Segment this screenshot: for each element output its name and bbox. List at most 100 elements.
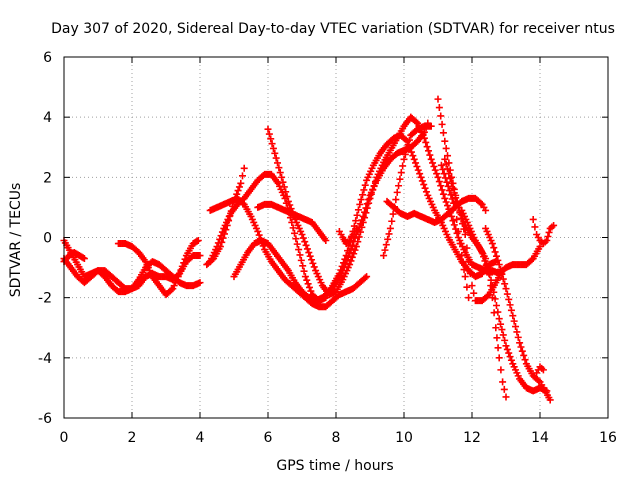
x-tick-label: 6 [264, 430, 273, 446]
data-point [276, 169, 284, 177]
data-point [439, 129, 447, 137]
data-point [304, 280, 312, 288]
data-point [235, 183, 243, 191]
data-point [397, 169, 405, 177]
data-point [405, 136, 413, 144]
data-point [448, 173, 456, 181]
data-point [361, 274, 369, 282]
data-point [309, 259, 317, 267]
data-point [437, 161, 445, 169]
data-point [421, 184, 429, 192]
data-point [322, 237, 330, 245]
data-point [382, 241, 390, 249]
data-series [60, 249, 88, 266]
data-point [354, 238, 362, 246]
data-series [533, 363, 547, 377]
data-point [369, 186, 377, 194]
data-series [114, 240, 204, 299]
data-series [254, 200, 330, 245]
data-point [396, 175, 404, 183]
data-point [441, 137, 449, 145]
data-point [240, 164, 248, 172]
data-point [307, 287, 315, 295]
data-point [298, 230, 306, 238]
data-point [498, 270, 506, 278]
data-point [300, 267, 308, 275]
data-point [395, 182, 403, 190]
data-point [299, 262, 307, 270]
data-point [488, 294, 496, 302]
data-point [447, 191, 455, 199]
data-points [60, 95, 558, 404]
x-tick-label: 0 [60, 430, 69, 446]
data-point [506, 353, 514, 361]
data-point [430, 163, 438, 171]
data-series [60, 237, 202, 293]
data-point [431, 166, 439, 174]
data-point [350, 250, 358, 258]
data-point [348, 253, 356, 261]
data-point [435, 104, 443, 112]
data-point [492, 301, 500, 309]
data-point [481, 257, 489, 265]
chart-title: Day 307 of 2020, Sidereal Day-to-day VTE… [51, 21, 615, 37]
data-point [529, 215, 537, 223]
data-point [531, 223, 539, 231]
data-point [482, 261, 490, 269]
data-point [501, 280, 509, 288]
data-point [365, 199, 373, 207]
data-point [492, 324, 500, 332]
data-point [416, 170, 424, 178]
data-point [363, 204, 371, 212]
data-point [167, 286, 175, 294]
data-point [306, 252, 314, 260]
data-point [423, 143, 431, 151]
data-point [461, 273, 469, 281]
data-point [342, 259, 350, 267]
data-point [217, 232, 225, 240]
data-point [292, 235, 300, 243]
data-point [434, 95, 442, 103]
data-point [460, 266, 468, 274]
data-point [429, 159, 437, 167]
data-point [502, 285, 510, 293]
data-point [494, 344, 502, 352]
data-point [433, 170, 441, 178]
data-point [465, 258, 473, 266]
data-point [299, 234, 307, 242]
data-point [439, 190, 447, 198]
data-point [434, 173, 442, 181]
data-point [454, 227, 462, 235]
data-point [284, 197, 292, 205]
data-point [427, 155, 435, 163]
data-point [448, 195, 456, 203]
data-point [359, 212, 367, 220]
x-axis-label: GPS time / hours [276, 458, 393, 474]
data-point [437, 112, 445, 120]
data-point [283, 193, 291, 201]
data-point [500, 385, 508, 393]
data-point [346, 249, 354, 257]
data-point [495, 315, 503, 323]
data-point [505, 349, 513, 357]
data-point [348, 241, 356, 249]
data-point [254, 227, 262, 235]
data-point [444, 152, 452, 160]
data-point [274, 159, 282, 167]
data-point [494, 256, 502, 264]
data-point [359, 218, 367, 226]
data-point [492, 252, 500, 260]
data-point [453, 215, 461, 223]
data-point [356, 200, 364, 208]
y-tick-label: -6 [38, 411, 52, 427]
data-point [478, 249, 486, 257]
data-point [218, 228, 226, 236]
data-point [386, 224, 394, 232]
data-point [484, 265, 492, 273]
data-point [420, 181, 428, 189]
data-point [196, 252, 204, 260]
data-point [392, 196, 400, 204]
ticks: 0 2 4 6 8 10 12 14 16 -6 -4 -2 0 2 4 6 [38, 50, 617, 446]
data-point [507, 356, 515, 364]
